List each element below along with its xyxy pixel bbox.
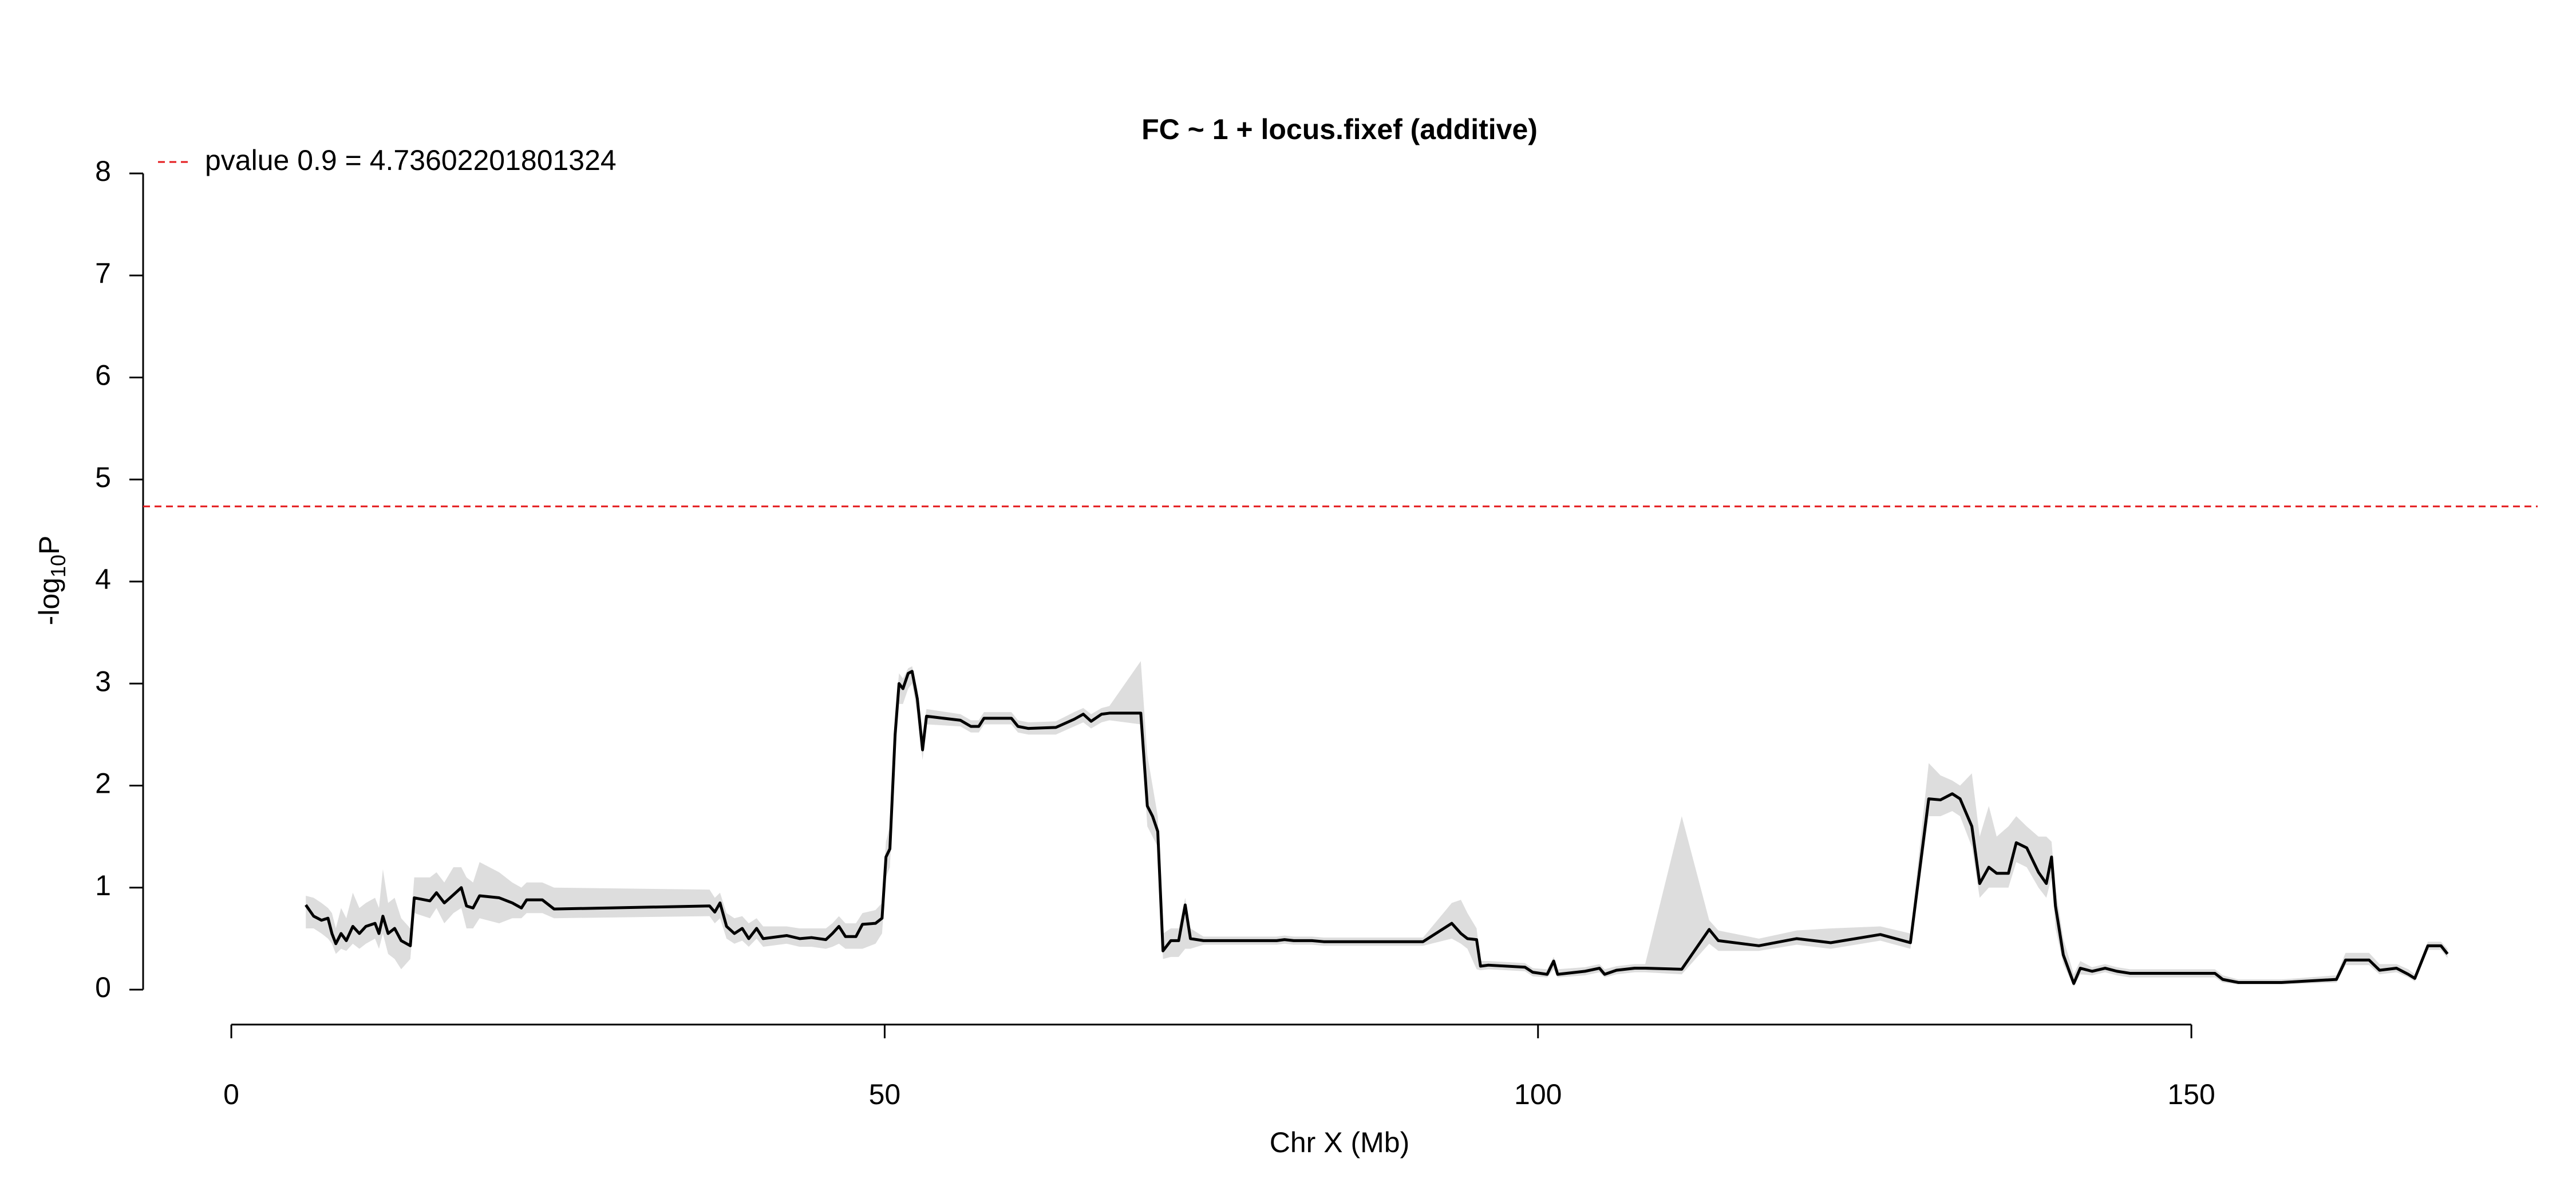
chart-title: FC ~ 1 + locus.fixef (additive) xyxy=(1141,113,1538,145)
y-tick-label: 5 xyxy=(95,461,111,493)
data-line xyxy=(305,670,2449,985)
x-tick-label: 0 xyxy=(223,1078,239,1110)
y-axis-label-part: -log xyxy=(33,578,65,625)
y-tick-label: 0 xyxy=(95,971,111,1003)
y-tick-label: 1 xyxy=(95,869,111,902)
y-tick-label: 7 xyxy=(95,257,111,289)
legend-label: pvalue 0.9 = 4.73602201801324 xyxy=(205,144,617,176)
y-tick-label: 6 xyxy=(95,359,111,392)
x-tick-label: 100 xyxy=(1514,1078,1562,1110)
y-axis-label: -log10P xyxy=(33,536,69,626)
y-axis-label-part: P xyxy=(33,536,65,555)
y-tick-label: 3 xyxy=(95,665,111,697)
x-tick-label: 50 xyxy=(869,1078,901,1110)
y-axis-label-sub: 10 xyxy=(46,555,70,578)
y-tick-label: 8 xyxy=(95,155,111,187)
y-tick-label: 4 xyxy=(95,563,111,595)
confidence-band xyxy=(306,661,2448,987)
x-axis-label: Chr X (Mb) xyxy=(1270,1126,1409,1158)
y-tick-label: 2 xyxy=(95,768,111,800)
x-tick-label: 150 xyxy=(2167,1078,2215,1110)
